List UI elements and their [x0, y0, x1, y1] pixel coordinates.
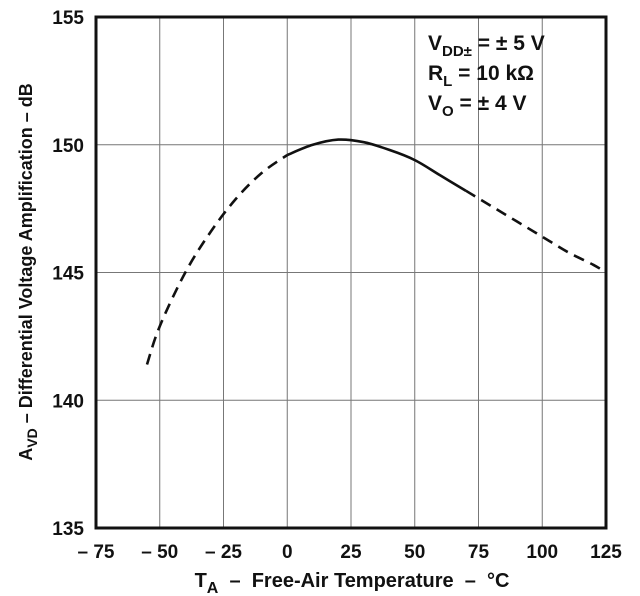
x-tick-label: 50: [404, 542, 425, 563]
condition-value: = ± 4 V: [454, 92, 527, 115]
x-tick-label: – 75: [78, 542, 115, 563]
x-tick-label: 125: [590, 542, 622, 563]
y-tick-label: 155: [52, 8, 84, 29]
curve-dashed-segment: [145, 153, 289, 365]
x-tick-label: 75: [468, 542, 490, 563]
y-tick-label: 150: [52, 136, 84, 157]
y-axis-label-sub: VD: [24, 428, 40, 447]
x-tick-label: 100: [526, 542, 558, 563]
condition-value: = 10 kΩ: [452, 62, 534, 85]
condition-subscript: L: [443, 73, 452, 90]
x-tick-label: – 50: [141, 542, 178, 563]
y-axis-label-rest: – Differential Voltage Amplification – d…: [16, 83, 36, 428]
condition-subscript: DD±: [442, 43, 472, 60]
condition-line: RL = 10 kΩ: [428, 62, 534, 90]
curve-group: [145, 138, 607, 365]
curve-dashed-segment: [465, 189, 607, 274]
curve-solid-segment: [286, 138, 467, 192]
y-tick-label: 140: [52, 391, 84, 412]
x-axis-label-rest: – Free-Air Temperature – °C: [218, 570, 509, 592]
x-axis-label: TA – Free-Air Temperature – °C: [195, 570, 510, 596]
x-tick-label: 25: [340, 542, 362, 563]
condition-symbol: V: [428, 32, 442, 55]
x-axis-label-sub: A: [207, 580, 219, 596]
y-axis-label: AVD – Differential Voltage Amplification…: [16, 83, 40, 461]
x-tick-labels: – 75 – 50 – 25 0 25 50 75 100 125: [78, 542, 623, 563]
x-axis-label-main: T: [195, 570, 207, 592]
condition-symbol: R: [428, 62, 443, 85]
y-tick-label: 135: [52, 519, 84, 540]
condition-line: VO = ± 4 V: [428, 92, 527, 120]
y-tick-label: 145: [52, 264, 84, 285]
condition-subscript: O: [442, 103, 454, 120]
condition-value: = ± 5 V: [472, 32, 545, 55]
condition-line: VDD± = ± 5 V: [428, 32, 545, 60]
plot-frame: [94, 15, 608, 530]
condition-symbol: V: [428, 92, 442, 115]
grid-lines: [96, 17, 606, 528]
y-tick-labels: 135 140 145 150 155: [52, 8, 84, 540]
x-tick-label: 0: [282, 542, 293, 563]
y-axis-label-main: A: [16, 448, 36, 461]
x-tick-label: – 25: [205, 542, 242, 563]
